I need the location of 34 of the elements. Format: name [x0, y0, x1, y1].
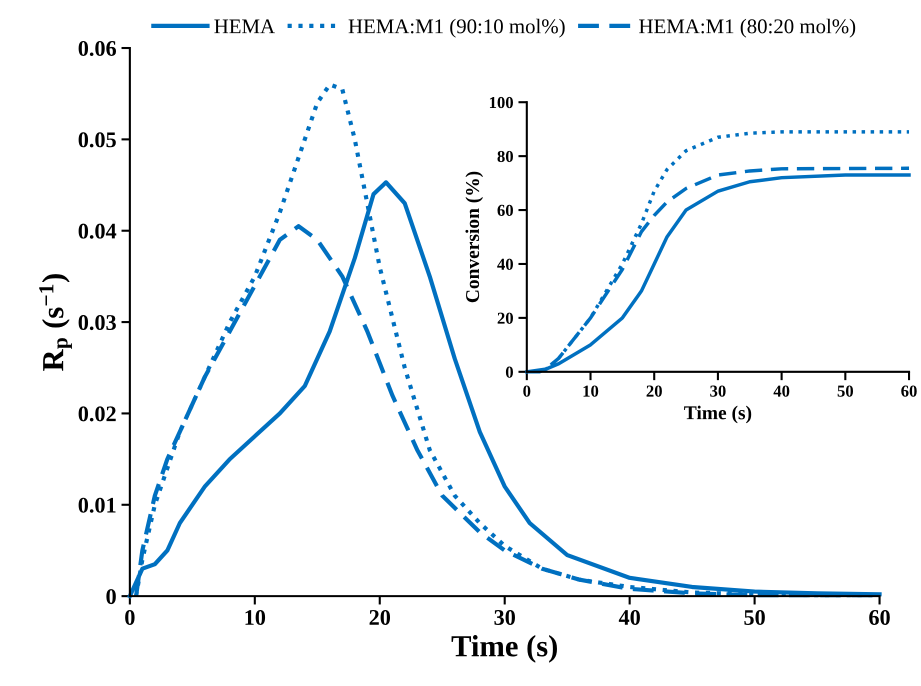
legend-label: HEMA:M1 (80:20 mol%) [639, 18, 856, 38]
legend-label: HEMA:M1 (90:10 mol%) [348, 18, 565, 38]
x-tick-label: 60 [869, 610, 890, 625]
y-tick-label: 40 [497, 258, 513, 270]
y-tick-label: 0 [506, 366, 513, 378]
y-tick-label: 20 [498, 312, 513, 324]
y-axis-title: R$_{p}$ (s$^{−1}$) [39, 274, 72, 371]
x-tick-label: 10 [245, 610, 266, 625]
y-axis-title: Conversion (%) [465, 172, 484, 302]
x-tick-label: 50 [744, 610, 765, 625]
y-tick-label: 60 [498, 204, 513, 216]
x-tick-label: 60 [901, 385, 917, 397]
y-tick-label: 100 [490, 96, 513, 108]
x-tick-label: 40 [618, 610, 640, 625]
y-tick-label: 0.01 [78, 498, 116, 513]
x-tick-label: 30 [494, 610, 515, 625]
y-tick-label: 0.04 [78, 224, 116, 239]
y-tick-label: 0.05 [78, 132, 116, 148]
x-tick-label: 0 [523, 385, 530, 397]
x-tick-label: 30 [710, 385, 726, 397]
x-tick-label: 20 [646, 385, 662, 397]
x-tick-label: 0 [125, 610, 135, 625]
x-tick-label: 20 [370, 610, 390, 625]
y-tick-label: 0.03 [78, 315, 116, 330]
x-axis-title: Time (s) [452, 635, 557, 663]
x-tick-label: 50 [838, 385, 854, 397]
y-tick-label: 80 [498, 150, 513, 162]
x-axis-title: Time (s) [684, 406, 752, 424]
y-tick-label: 0 [106, 589, 116, 604]
x-tick-label: 40 [774, 385, 790, 397]
y-tick-label: 0.06 [78, 40, 116, 56]
x-tick-label: 10 [584, 385, 598, 397]
legend-label: HEMA [214, 19, 275, 34]
y-tick-label: 0.02 [78, 406, 116, 422]
